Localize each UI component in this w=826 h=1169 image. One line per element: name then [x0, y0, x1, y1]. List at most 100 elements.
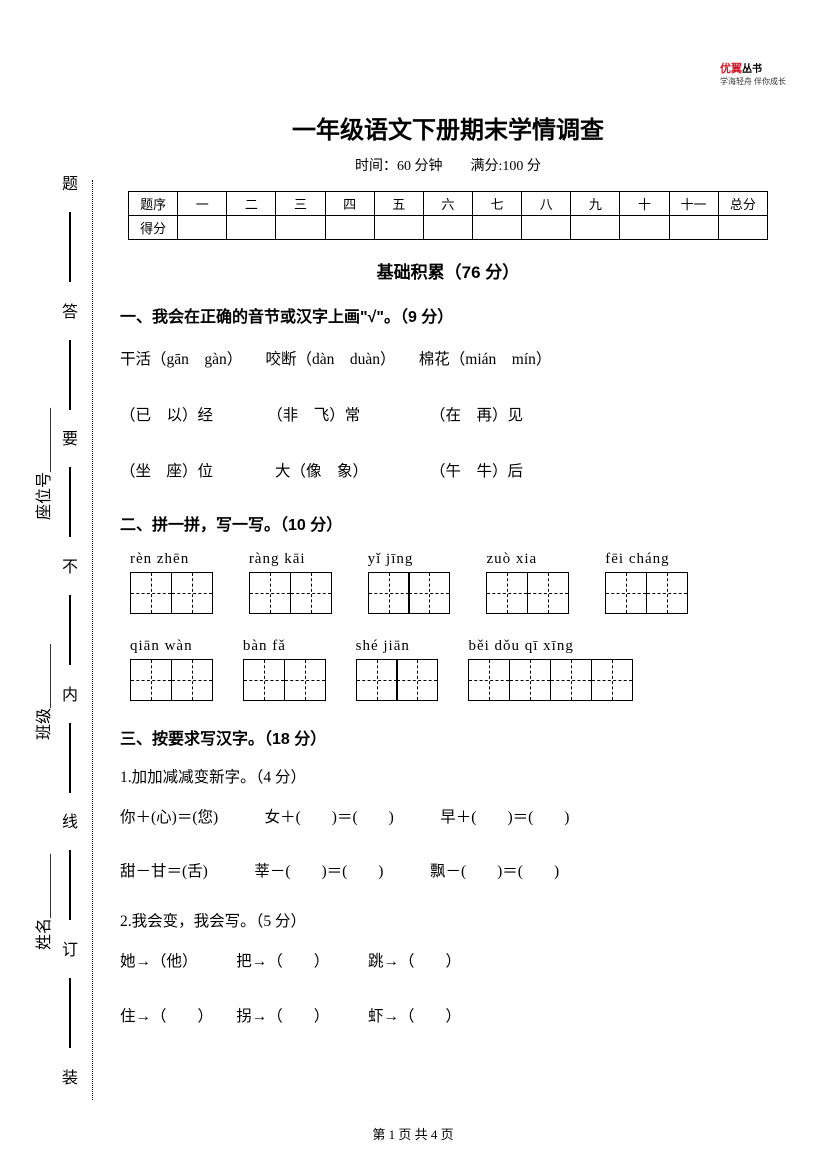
th: 五 [374, 192, 423, 216]
tianzige-group [249, 572, 332, 614]
side-char: 要 [62, 425, 78, 451]
tianzige-cell [171, 659, 213, 701]
th: 十一 [669, 192, 718, 216]
pinyin-group: rèn zhēn [130, 551, 213, 614]
side-char: 订 [62, 936, 78, 962]
td [227, 216, 276, 240]
pinyin-group: fēi cháng [605, 551, 688, 614]
td [669, 216, 718, 240]
name-field: 姓名________ [30, 854, 54, 950]
tianzige-group [356, 659, 439, 701]
th: 七 [472, 192, 521, 216]
td [178, 216, 227, 240]
th: 四 [325, 192, 374, 216]
th: 二 [227, 192, 276, 216]
q1-line: （坐 座）位 大（像 象） （午 牛）后 [120, 455, 776, 489]
side-divider [69, 723, 71, 793]
td [571, 216, 620, 240]
side-char: 线 [62, 808, 78, 834]
pinyin-group: ràng kāi [249, 551, 332, 614]
tianzige-group [486, 572, 569, 614]
seat-field: 座位号________ [30, 408, 54, 520]
td [472, 216, 521, 240]
tianzige-cell [646, 572, 688, 614]
tianzige-cell [130, 659, 172, 701]
q3-title: 三、按要求写汉字。（18 分） [120, 725, 776, 749]
pinyin-row: qiān wàn bàn fǎ shé jiān běi dǒu qī xīng [130, 638, 776, 701]
pinyin-group: qiān wàn [130, 638, 213, 701]
th: 六 [423, 192, 472, 216]
side-divider [69, 467, 71, 537]
tianzige-cell [243, 659, 285, 701]
q3-line: 你＋(心)＝(您) 女＋( )＝( ) 早＋( )＝( ) [120, 801, 776, 835]
side-divider [69, 978, 71, 1048]
pinyin-group: zuò xia [486, 551, 569, 614]
side-char: 答 [62, 298, 78, 324]
pinyin-label: běi dǒu qī xīng [468, 638, 573, 655]
th: 题序 [129, 192, 178, 216]
th: 十 [620, 192, 669, 216]
tianzige-cell [396, 659, 438, 701]
tianzige-group [605, 572, 688, 614]
logo-sub: 学海轻舟 伴你成长 [720, 76, 786, 87]
tianzige-cell [249, 572, 291, 614]
th: 三 [276, 192, 325, 216]
tianzige-cell [356, 659, 398, 701]
q3-sub2: 2.我会变，我会写。（5 分） [120, 909, 776, 931]
td [325, 216, 374, 240]
score-table: 题序 一 二 三 四 五 六 七 八 九 十 十一 总分 得分 [128, 191, 768, 240]
side-char: 不 [62, 553, 78, 579]
pinyin-label: yǐ jīng [368, 551, 414, 568]
tianzige-cell [486, 572, 528, 614]
q2-title: 二、拼一拼，写一写。（10 分） [120, 511, 776, 535]
tianzige-cell [290, 572, 332, 614]
q1-line: （已 以）经 （非 飞）常 （在 再）见 [120, 399, 776, 433]
tianzige-cell [591, 659, 633, 701]
pinyin-label: bàn fǎ [243, 638, 286, 655]
side-char: 内 [62, 681, 78, 707]
tianzige-cell [408, 572, 450, 614]
pinyin-label: shé jiān [356, 638, 410, 655]
logo: 优翼丛书 学海轻舟 伴你成长 [720, 60, 786, 87]
tianzige-cell [368, 572, 410, 614]
td [718, 216, 767, 240]
pinyin-label: fēi cháng [605, 551, 669, 568]
td [374, 216, 423, 240]
page-content: 一年级语文下册期末学情调查 时间：60 分钟 满分:100 分 题序 一 二 三… [0, 0, 826, 1094]
tianzige-cell [509, 659, 551, 701]
pinyin-label: ràng kāi [249, 551, 306, 568]
tianzige-cell [527, 572, 569, 614]
pinyin-label: qiān wàn [130, 638, 193, 655]
class-field: 班级________ [30, 644, 54, 740]
td [276, 216, 325, 240]
logo-tag: 丛书 [742, 64, 762, 75]
tianzige-group [130, 572, 213, 614]
side-divider [69, 595, 71, 665]
q3-sub1: 1.加加减减变新字。（4 分） [120, 765, 776, 787]
q3-line: 住→（ ） 拐→（ ） 虾→（ ） [120, 1000, 776, 1034]
page-subtitle: 时间：60 分钟 满分:100 分 [120, 155, 776, 175]
page-footer: 第 1 页 共 4 页 [0, 1124, 826, 1143]
tianzige-cell [468, 659, 510, 701]
table-row: 题序 一 二 三 四 五 六 七 八 九 十 十一 总分 [129, 192, 768, 216]
th: 一 [178, 192, 227, 216]
tianzige-cell [605, 572, 647, 614]
logo-main: 优翼 [720, 63, 742, 75]
td [423, 216, 472, 240]
tianzige-cell [284, 659, 326, 701]
side-divider [69, 212, 71, 282]
pinyin-group: bàn fǎ [243, 638, 326, 701]
pinyin-group: shé jiān [356, 638, 439, 701]
td [620, 216, 669, 240]
tianzige-group [243, 659, 326, 701]
side-char: 装 [62, 1064, 78, 1090]
th: 总分 [718, 192, 767, 216]
section-header: 基础积累（76 分） [120, 258, 776, 283]
side-divider [69, 340, 71, 410]
th: 九 [571, 192, 620, 216]
q3-line: 甜－甘＝(舌) 莘－( )＝( ) 飘－( )＝( ) [120, 855, 776, 889]
td [522, 216, 571, 240]
th: 八 [522, 192, 571, 216]
tianzige-cell [171, 572, 213, 614]
pinyin-row: rèn zhēn ràng kāi yǐ jīng zuò xia fēi cháng [130, 551, 776, 614]
